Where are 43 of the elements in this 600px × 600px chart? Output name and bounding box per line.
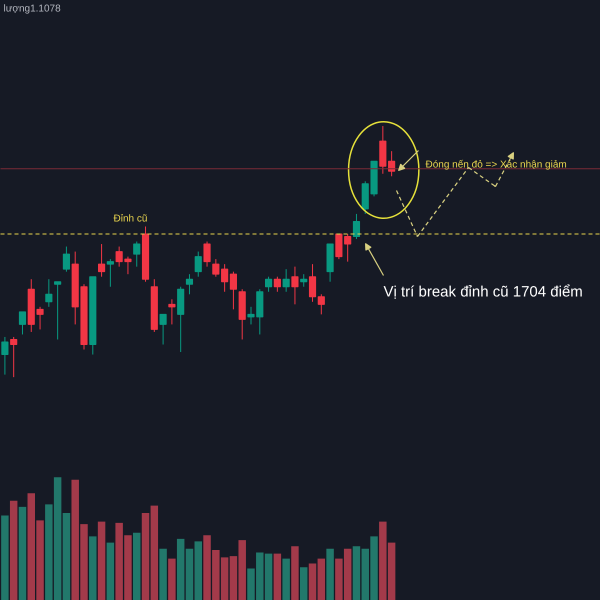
candlestick bbox=[160, 314, 167, 345]
bar bbox=[326, 548, 334, 600]
candlestick bbox=[318, 294, 325, 315]
candlestick bbox=[62, 246, 70, 272]
candlestick bbox=[308, 264, 316, 302]
bar bbox=[291, 546, 299, 600]
annotation: Vị trí break đỉnh cũ 1704 điểm bbox=[384, 284, 583, 300]
candlestick bbox=[264, 276, 272, 292]
candlestick bbox=[1, 336, 8, 376]
candlestick bbox=[124, 256, 132, 275]
text: lượng1.1078 bbox=[4, 4, 62, 14]
bar bbox=[1, 515, 9, 600]
candlestick bbox=[186, 274, 194, 295]
candlestick bbox=[300, 274, 308, 288]
bar bbox=[133, 532, 140, 600]
annotation: Đỉnh cũ bbox=[114, 214, 148, 224]
candlestick bbox=[54, 281, 62, 340]
text: Đóng nến đỏ => Xác nhận giảm bbox=[426, 160, 567, 170]
bar bbox=[159, 548, 167, 600]
bar bbox=[18, 506, 26, 600]
bar bbox=[168, 558, 176, 600]
bar bbox=[282, 558, 290, 600]
bar bbox=[274, 554, 282, 600]
candlestick bbox=[133, 241, 140, 268]
bar bbox=[10, 500, 18, 600]
candlestick bbox=[194, 251, 202, 278]
candlestick bbox=[10, 336, 18, 378]
bar bbox=[300, 567, 308, 600]
candlestick bbox=[116, 246, 123, 268]
candlestick bbox=[98, 244, 106, 278]
candlestick bbox=[274, 276, 281, 292]
candlestick bbox=[106, 258, 114, 288]
candlestick bbox=[203, 241, 211, 268]
candlestick bbox=[230, 271, 237, 310]
candlestick bbox=[352, 213, 360, 240]
bar bbox=[89, 536, 97, 600]
candlestick bbox=[45, 278, 52, 308]
bar bbox=[98, 522, 106, 600]
candlestick bbox=[168, 298, 176, 325]
bar bbox=[106, 542, 114, 600]
candlestick bbox=[282, 268, 290, 292]
candlestick bbox=[291, 266, 299, 305]
candlestick bbox=[18, 311, 26, 335]
